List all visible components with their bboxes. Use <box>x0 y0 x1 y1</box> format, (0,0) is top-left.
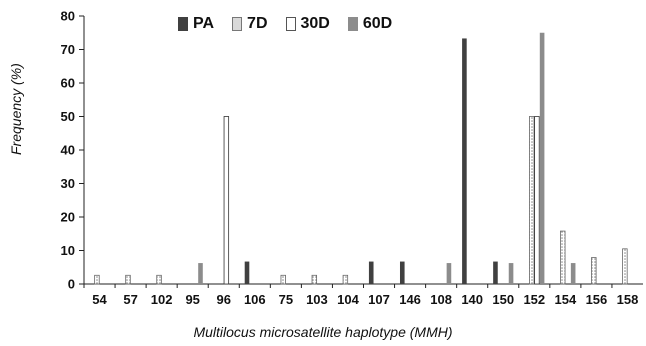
bar-7d-156 <box>591 257 597 285</box>
x-tick-label: 140 <box>461 292 483 307</box>
tick-labels: 0 10 20 30 40 50 60 70 80 54 57 102 95 96 106 75 103 104 1… <box>61 9 639 308</box>
bar-pa-146 <box>399 261 405 284</box>
legend-item-7d: 7D <box>232 15 268 33</box>
legend-item-pa: PA <box>178 15 214 33</box>
legend: PA 7D 30D 60D <box>178 15 392 33</box>
bar-7d-54 <box>94 274 100 285</box>
bar-pa-106 <box>244 261 250 284</box>
bar-pa-140 <box>462 38 467 284</box>
bar-7d-57 <box>125 274 131 285</box>
bar-7d-104 <box>342 274 349 285</box>
y-tick-label: 70 <box>61 42 75 57</box>
x-tick-label: 152 <box>523 292 545 307</box>
bar-7d-102 <box>156 274 162 285</box>
bar-30d-96 <box>223 116 230 285</box>
legend-label-7d: 7D <box>247 15 268 32</box>
legend-swatch-7d <box>232 17 243 31</box>
bar-60d-108 <box>446 263 452 284</box>
y-tick-label: 0 <box>68 277 75 292</box>
x-tick-label: 95 <box>185 292 199 307</box>
x-tick-label: 106 <box>244 292 266 307</box>
y-tick-label: 40 <box>61 143 75 158</box>
x-tick-label: 54 <box>92 292 107 307</box>
bars <box>94 32 628 285</box>
y-tick-label: 10 <box>61 243 75 258</box>
bar-pa-150 <box>493 261 498 284</box>
bar-60d-150 <box>508 263 514 284</box>
x-tick-label: 57 <box>123 292 137 307</box>
y-tick-label: 50 <box>61 109 75 124</box>
x-tick-label: 158 <box>617 292 639 307</box>
x-tick-label: 96 <box>217 292 231 307</box>
legend-item-60d: 60D <box>347 15 393 33</box>
y-tick-label: 80 <box>61 9 75 24</box>
bar-60d-154 <box>570 263 576 284</box>
bar-60d-95 <box>198 263 203 284</box>
x-tick-label: 75 <box>279 292 293 307</box>
legend-swatch-pa <box>178 17 188 31</box>
axes <box>79 15 643 288</box>
x-tick-label: 146 <box>399 292 421 307</box>
legend-item-30d: 30D <box>285 15 330 33</box>
x-tick-label: 102 <box>151 292 173 307</box>
x-tick-label: 103 <box>306 292 328 307</box>
y-tick-label: 60 <box>61 76 75 91</box>
legend-label-30d: 30D <box>300 15 330 32</box>
x-tick-label: 154 <box>555 292 577 307</box>
x-axis-label: Multilocus microsatellite haplotype (MMH… <box>193 324 453 340</box>
x-tick-label: 150 <box>492 292 514 307</box>
legend-swatch-60d <box>347 17 358 31</box>
bar-pa-107 <box>368 261 374 284</box>
x-tick-label: 108 <box>430 292 452 307</box>
x-tick-label: 104 <box>337 292 359 307</box>
x-tick-label: 107 <box>368 292 390 307</box>
y-axis-label: Frequency (%) <box>8 63 24 155</box>
bar-7d-158 <box>622 248 628 285</box>
bar-7d-152 <box>529 116 535 285</box>
bar-7d-75 <box>280 274 286 285</box>
bar-7d-103 <box>311 274 318 285</box>
bar-60d-152 <box>539 32 545 284</box>
y-tick-label: 20 <box>61 210 75 225</box>
bar-30d-152 <box>534 116 540 285</box>
y-tick-label: 30 <box>61 176 75 191</box>
bar-7d-154 <box>560 230 566 285</box>
x-tick-label: 156 <box>586 292 608 307</box>
legend-swatch-30d <box>285 17 296 31</box>
legend-label-60d: 60D <box>362 15 393 32</box>
legend-label-pa: PA <box>193 15 215 32</box>
